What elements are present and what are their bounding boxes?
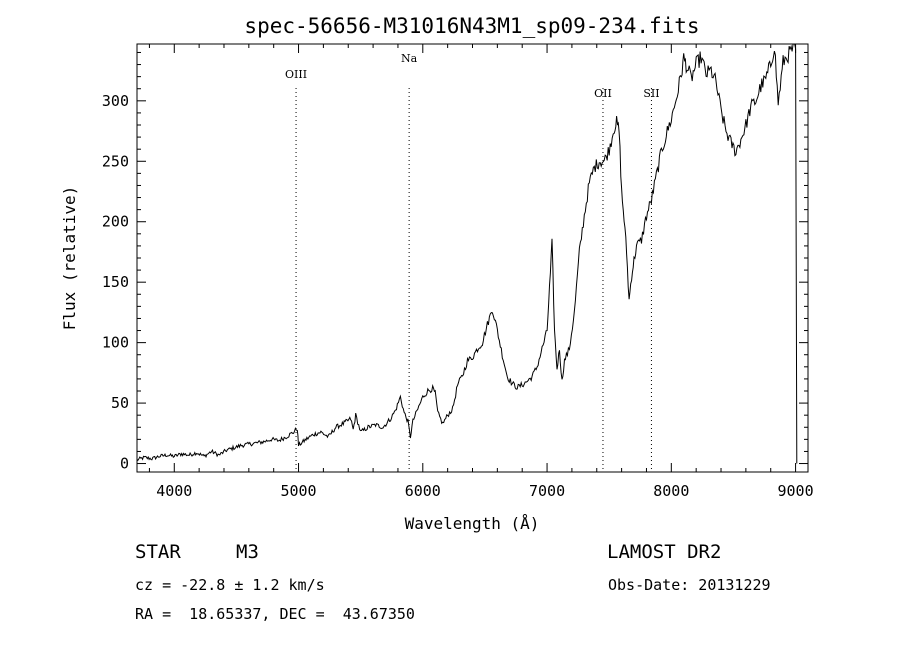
x-tick-label: 9000 [778, 482, 814, 500]
y-tick-label: 200 [102, 213, 129, 231]
line-marker-label: OIII [285, 68, 307, 81]
x-tick-label: 5000 [280, 482, 316, 500]
spectrum-line [136, 43, 798, 464]
chart-title: spec-56656-M31016N43M1_sp09-234.fits [244, 14, 699, 38]
y-tick-label: 50 [111, 394, 129, 412]
observation-date: Obs-Date: 20131229 [608, 576, 771, 594]
line-marker-label: Na [401, 52, 418, 65]
coordinates: RA = 18.65337, DEC = 43.67350 [135, 605, 415, 623]
y-tick-label: 0 [120, 455, 129, 473]
line-marker-label: OII [594, 87, 612, 100]
x-tick-label: 7000 [529, 482, 565, 500]
x-tick-label: 4000 [156, 482, 192, 500]
plot-frame [136, 43, 809, 473]
object-class: STAR [135, 541, 181, 563]
axis-ticks: 4000 5000 6000 7000 8000 9000 0 50 100 150 200 250 3… [102, 44, 814, 500]
x-tick-label: 8000 [653, 482, 689, 500]
survey-name: LAMOST DR2 [607, 541, 722, 563]
redshift-velocity: cz = -22.8 ± 1.2 km/s [135, 576, 325, 594]
y-tick-label: 300 [102, 92, 129, 110]
line-marker-label: SII [643, 87, 659, 100]
y-axis-label: Flux (relative) [60, 186, 79, 331]
y-tick-label: 100 [102, 334, 129, 352]
spectral-line-markers: OIII Na OII SII [285, 52, 660, 472]
y-tick-label: 150 [102, 273, 129, 291]
object-subclass: M3 [236, 541, 259, 563]
y-tick-label: 250 [102, 152, 129, 170]
x-tick-label: 6000 [405, 482, 441, 500]
x-axis-label: Wavelength (Å) [405, 514, 540, 533]
